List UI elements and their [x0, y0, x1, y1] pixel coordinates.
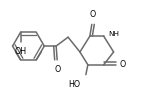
Text: O: O	[54, 65, 60, 74]
Text: NH: NH	[109, 31, 120, 37]
Text: O: O	[90, 10, 96, 19]
Text: HO: HO	[68, 80, 80, 89]
Text: OH: OH	[14, 47, 27, 56]
Text: O: O	[120, 60, 126, 69]
